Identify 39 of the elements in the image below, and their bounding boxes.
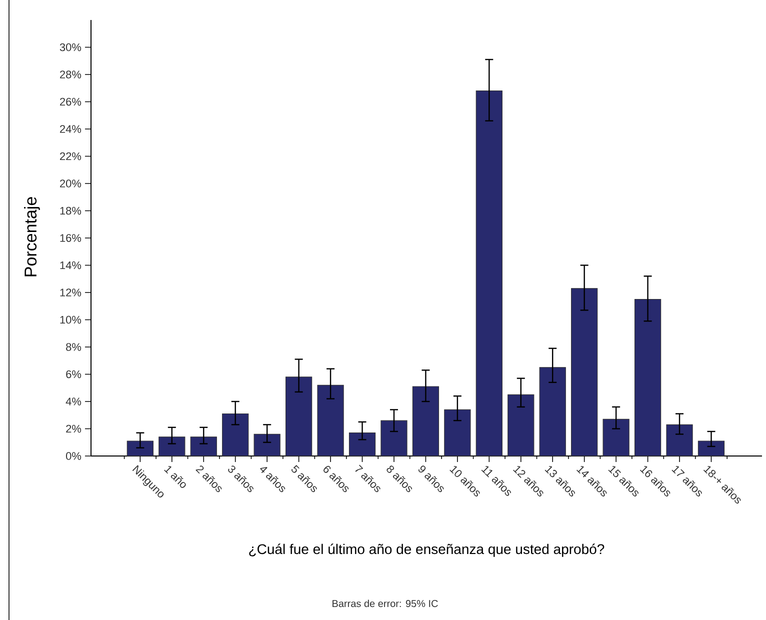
bar: [380, 420, 408, 456]
bar: [444, 409, 471, 456]
bar: [190, 436, 217, 456]
bar: [666, 424, 693, 456]
y-tick-label: 30%: [60, 43, 82, 52]
y-tick-label: 26%: [60, 98, 82, 106]
text: Barras de error: 95% IC: [332, 600, 438, 608]
bar: [254, 434, 280, 456]
bar: [158, 436, 186, 456]
bar: [126, 440, 154, 456]
y-tick-label: 2%: [66, 424, 82, 433]
y-tick-label: 12%: [60, 288, 82, 296]
bar: [698, 440, 725, 456]
y-tick-label: 22%: [60, 152, 82, 160]
y-tick-label: 18%: [60, 206, 82, 215]
bar: [412, 386, 440, 456]
bar: [571, 288, 598, 456]
y-tick-label: 16%: [60, 234, 82, 242]
y-tick-label: 14%: [60, 261, 82, 270]
y-tick-label: 8%: [66, 343, 82, 351]
x-axis-title: ¿Cuál fue el último año de enseñanza que usted aprobó?: [249, 544, 604, 557]
x-tick-label: 1 año: [164, 466, 186, 488]
bar: [508, 394, 534, 456]
bar: [222, 413, 249, 456]
bar: [602, 418, 630, 456]
y-tick-label: 10%: [60, 316, 82, 324]
bar: [634, 299, 662, 456]
y-tick-label: 24%: [60, 125, 82, 133]
bar: [286, 376, 312, 456]
y-tick-label: 4%: [66, 398, 82, 406]
y-axis-title: Porcentaje: [24, 197, 40, 276]
bar: [539, 367, 566, 456]
bar: [348, 432, 376, 456]
bar: [317, 384, 344, 456]
y-tick-label: 6%: [66, 370, 82, 378]
y-tick-label: 20%: [60, 180, 82, 188]
bar: [476, 90, 502, 456]
y-tick-label: 28%: [60, 70, 82, 78]
y-tick-label: 0%: [66, 452, 82, 460]
